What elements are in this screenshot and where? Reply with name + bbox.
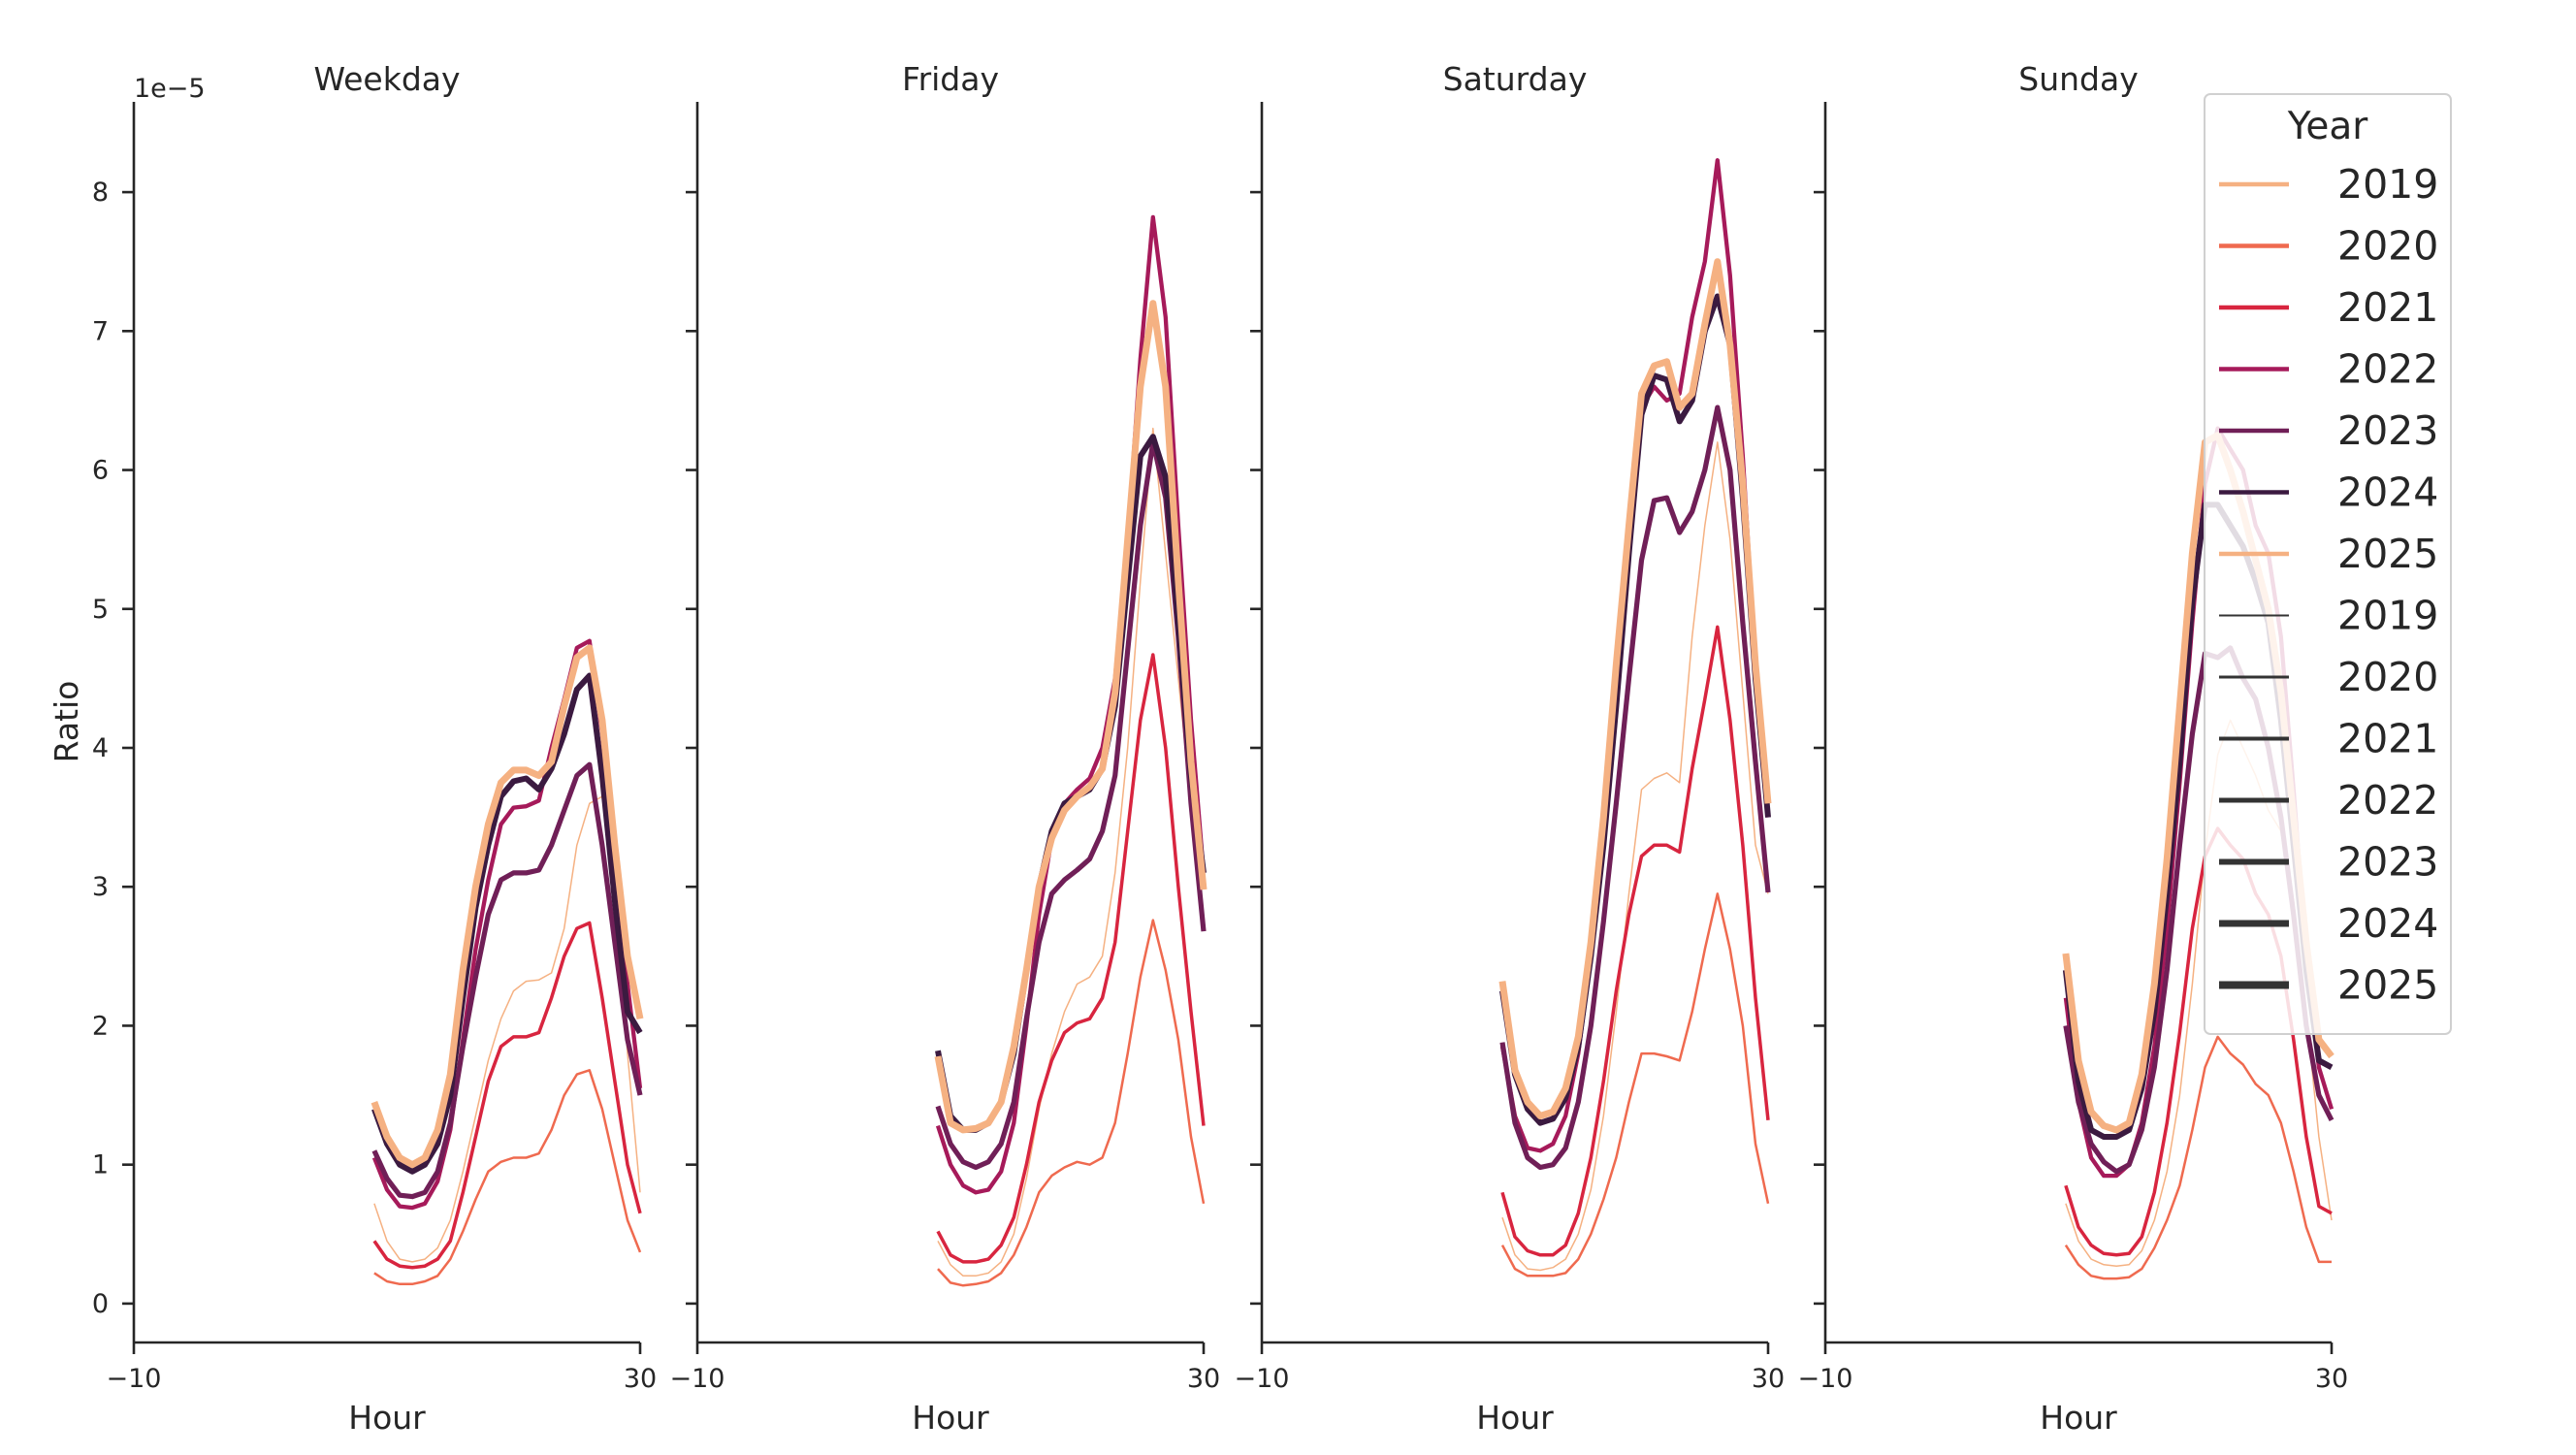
series-line-2025	[370, 644, 644, 1169]
x-axis-label: Hour	[348, 1399, 426, 1437]
legend-label: 2024	[2337, 469, 2438, 516]
y-tick-label: 7	[92, 316, 109, 346]
legend-label: 2020	[2337, 223, 2438, 270]
x-tick-label: 30	[1752, 1364, 1785, 1394]
legend-label: 2019	[2337, 593, 2438, 639]
series-line-2024	[371, 672, 643, 1175]
series-line-2019	[373, 795, 641, 1263]
x-axis-label: Hour	[1476, 1399, 1554, 1437]
x-tick-label: 30	[1187, 1364, 1220, 1394]
y-tick-label: 4	[92, 733, 109, 763]
legend-label: 2024	[2337, 900, 2438, 947]
series-line-2020	[373, 1069, 642, 1286]
legend-label: 2022	[2337, 777, 2438, 824]
panels-layer: Weekday 0 1 2 3 4 5 6 7 8 −10 30 Hour Friday −10 30 Hour…	[48, 60, 2348, 1437]
series-line-2025	[934, 300, 1208, 1134]
series-line-2020	[937, 919, 1206, 1287]
series-line-2020	[2064, 1035, 2332, 1280]
y-offset-text: 1e−5	[134, 74, 206, 104]
y-tick-label: 1	[92, 1150, 109, 1180]
legend-label: 2020	[2337, 654, 2438, 700]
legend-label: 2021	[2337, 284, 2438, 331]
legend-title: Year	[2287, 105, 2369, 148]
series-line-2022	[935, 214, 1207, 1195]
x-tick-label: −10	[107, 1364, 162, 1394]
y-tick-label: 0	[92, 1289, 109, 1319]
y-tick-label: 2	[92, 1011, 109, 1041]
series-line-2022	[1499, 158, 1771, 1153]
y-tick-label: 3	[92, 872, 109, 902]
series-line-2023	[935, 439, 1207, 1171]
x-tick-label: −10	[1235, 1364, 1290, 1394]
series-line-2021	[372, 921, 642, 1270]
panel-friday: Friday −10 30 Hour	[670, 60, 1221, 1437]
legend-label: 2019	[2337, 161, 2438, 208]
x-tick-label: −10	[1798, 1364, 1853, 1394]
y-tick-label: 8	[92, 178, 109, 208]
panel-title: Saturday	[1443, 60, 1588, 98]
series-line-2025	[1498, 258, 1772, 1119]
legend-label: 2021	[2337, 716, 2438, 762]
x-axis-label: Hour	[912, 1399, 989, 1437]
panel-title: Sunday	[2018, 60, 2138, 98]
series-line-2023	[1499, 404, 1771, 1171]
panel-title: Friday	[902, 60, 999, 98]
x-axis-label: Hour	[2040, 1399, 2117, 1437]
x-tick-label: 30	[2315, 1364, 2348, 1394]
legend-label: 2023	[2337, 839, 2438, 886]
series-line-2023	[371, 761, 643, 1200]
y-tick-label: 5	[92, 595, 109, 625]
x-tick-label: −10	[670, 1364, 725, 1394]
series-line-2019	[1501, 441, 1769, 1272]
series-line-2021	[1500, 625, 1770, 1257]
y-tick-label: 6	[92, 456, 109, 486]
panel-saturday: Saturday −10 30 Hour	[1235, 60, 1786, 1437]
series-line-2020	[1500, 892, 1770, 1277]
x-tick-label: 30	[624, 1364, 657, 1394]
legend-label: 2022	[2337, 346, 2438, 393]
y-axis-label: Ratio	[48, 681, 85, 763]
series-line-2019	[937, 427, 1205, 1277]
panel-title: Weekday	[313, 60, 460, 98]
legend-label: 2025	[2337, 962, 2438, 1009]
legend-label: 2023	[2337, 407, 2438, 454]
panel-weekday: Weekday 0 1 2 3 4 5 6 7 8 −10 30 Hour	[92, 60, 657, 1437]
legend-label: 2025	[2337, 531, 2438, 577]
legend: Year 2019 2020 2021 2022 2023 2024 2025 2019 2020…	[2204, 93, 2452, 1035]
series-line-2021	[936, 653, 1206, 1264]
